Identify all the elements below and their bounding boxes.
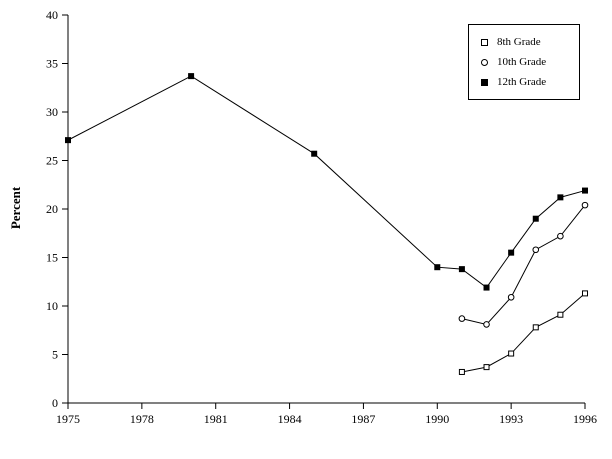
y-tick-label: 0 bbox=[52, 396, 58, 410]
filled-square-marker bbox=[483, 284, 490, 291]
x-tick-label: 1984 bbox=[278, 412, 302, 426]
series-12th-grade bbox=[65, 73, 588, 291]
filled-square-marker bbox=[557, 194, 564, 201]
x-tick-label: 1987 bbox=[351, 412, 375, 426]
y-tick-label: 5 bbox=[52, 348, 58, 362]
y-tick-label: 15 bbox=[46, 251, 58, 265]
filled-square-marker bbox=[188, 73, 195, 80]
filled-square-marker bbox=[582, 187, 588, 194]
x-tick-label: 1981 bbox=[204, 412, 228, 426]
open-circle-marker bbox=[532, 246, 540, 254]
x-tick-label: 1993 bbox=[499, 412, 523, 426]
series-line bbox=[461, 204, 586, 325]
filled-square-marker bbox=[434, 264, 441, 271]
open-square-marker bbox=[508, 350, 515, 357]
legend-item-8th-grade: 8th Grade bbox=[481, 32, 579, 52]
legend-item-12th-grade: 12th Grade bbox=[481, 72, 579, 92]
legend-item-10th-grade: 10th Grade bbox=[481, 52, 579, 72]
filled-square-marker bbox=[311, 150, 318, 157]
y-tick-label: 20 bbox=[46, 202, 58, 216]
open-square-legend-marker-icon bbox=[481, 38, 488, 46]
y-tick-label: 35 bbox=[46, 57, 58, 71]
open-circle-marker bbox=[483, 321, 490, 328]
open-square-marker bbox=[458, 368, 465, 375]
filled-square-marker bbox=[508, 249, 515, 256]
series-8th-grade bbox=[458, 290, 588, 375]
y-tick-label: 40 bbox=[46, 8, 58, 22]
y-axis-title: Percent bbox=[8, 186, 23, 230]
open-circle-marker bbox=[557, 232, 564, 240]
open-square-marker bbox=[582, 290, 588, 297]
filled-square-marker bbox=[65, 137, 71, 144]
open-circle-marker bbox=[507, 293, 515, 301]
open-circle-legend-marker-icon bbox=[481, 58, 488, 66]
series-line bbox=[67, 75, 586, 289]
x-tick-label: 1990 bbox=[425, 412, 449, 426]
open-square-marker bbox=[532, 324, 539, 331]
y-tick-label: 25 bbox=[46, 154, 58, 168]
x-tick-label: 1978 bbox=[130, 412, 154, 426]
legend-label: 10th Grade bbox=[497, 56, 547, 68]
y-tick-label: 30 bbox=[46, 105, 58, 119]
open-square-marker bbox=[557, 311, 564, 318]
filled-square-marker bbox=[458, 266, 465, 273]
series-10th-grade bbox=[458, 201, 589, 328]
series-line bbox=[461, 293, 586, 373]
open-circle-marker bbox=[581, 201, 589, 209]
open-circle-marker bbox=[458, 315, 466, 322]
filled-square-legend-marker-icon bbox=[481, 78, 488, 86]
legend-label: 12th Grade bbox=[497, 76, 547, 88]
open-square-marker bbox=[483, 364, 490, 371]
legend-label: 8th Grade bbox=[497, 36, 541, 48]
y-tick-label: 10 bbox=[46, 299, 58, 313]
filled-square-marker bbox=[532, 215, 539, 222]
x-tick-label: 1996 bbox=[573, 412, 597, 426]
x-tick-label: 1975 bbox=[56, 412, 80, 426]
legend: 8th Grade 10th Grade 12th Grade bbox=[468, 24, 580, 100]
